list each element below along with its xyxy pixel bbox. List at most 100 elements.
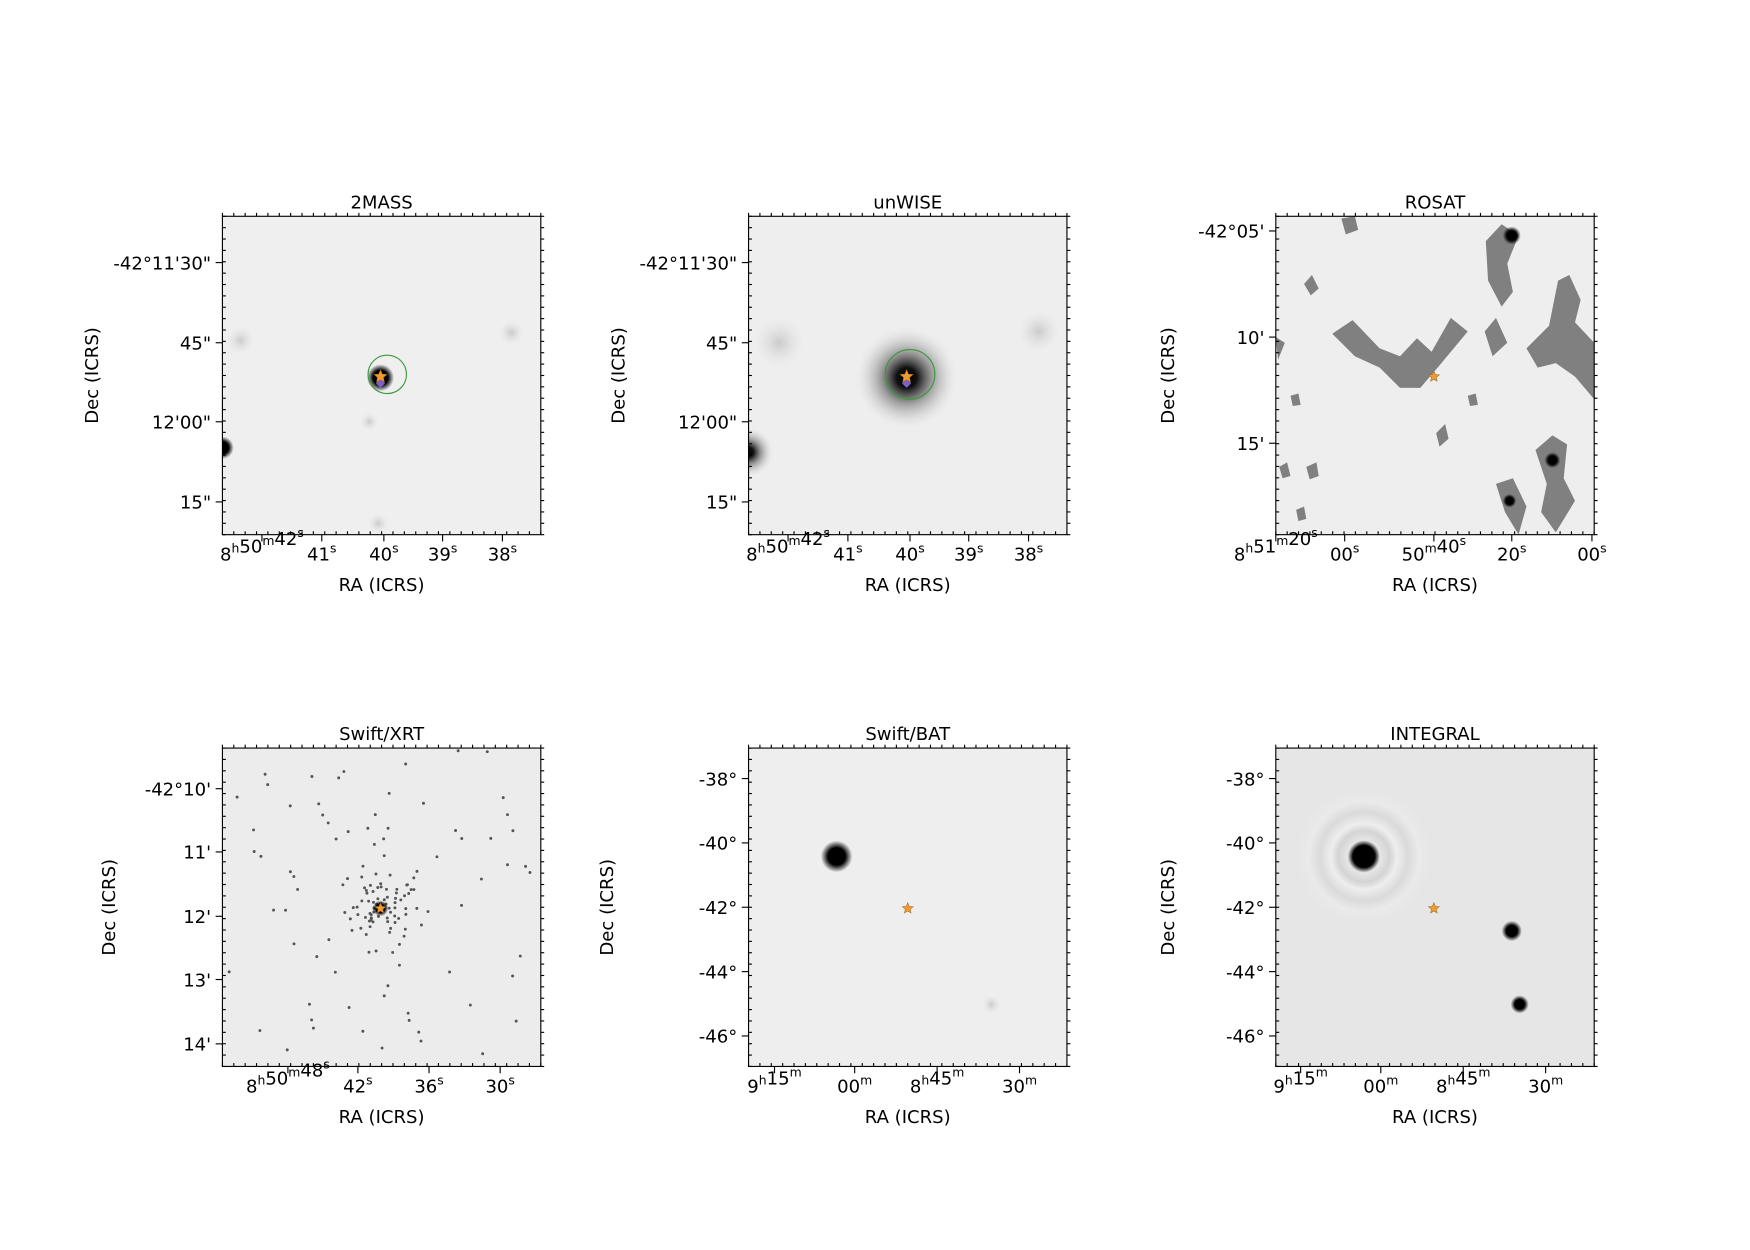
photon [415, 869, 419, 873]
photon [382, 837, 386, 841]
photon [404, 912, 408, 916]
photon [359, 926, 363, 930]
photon [406, 1011, 410, 1015]
faint-source [226, 326, 255, 355]
photon [426, 910, 430, 914]
source-marker [1427, 901, 1441, 914]
x-tick-label: 8h50m42s [220, 525, 304, 566]
photon [317, 802, 321, 806]
photon [397, 916, 401, 920]
photon [409, 888, 413, 891]
source-marker [374, 901, 387, 914]
x-tick-label: 39s [428, 541, 457, 566]
y-axis-label: Dec (ICRS) [597, 859, 618, 956]
photon [347, 1006, 351, 1009]
photon [518, 954, 522, 958]
image [748, 216, 1067, 535]
photon [379, 882, 383, 886]
image [1275, 216, 1595, 535]
photon [386, 984, 390, 988]
photon [369, 918, 373, 922]
photon [456, 749, 460, 753]
photon [403, 927, 407, 931]
y-tick-label: -42° [1226, 898, 1265, 919]
photon [227, 970, 231, 974]
x-tick-label: 40s [369, 541, 398, 566]
x-axis-label: RA (ICRS) [339, 1107, 425, 1128]
panel-title: unWISE [873, 192, 942, 213]
photon [368, 883, 372, 887]
photon [365, 891, 369, 895]
image [222, 216, 541, 535]
y-tick-label: 12'00" [152, 413, 211, 434]
photon [363, 886, 367, 890]
x-tick-label: 00s [1330, 541, 1359, 566]
photon [394, 896, 397, 900]
photon [334, 837, 338, 841]
photon [387, 906, 391, 910]
y-tick-label: -44° [1226, 962, 1265, 983]
photon [569, 890, 572, 893]
x-tick-label: 42s [343, 1073, 372, 1098]
photon [389, 910, 392, 914]
photon [501, 796, 505, 800]
emission-region [1275, 337, 1285, 360]
y-tick-label: -42°11'30" [113, 253, 211, 274]
y-tick-label: -42°11'30" [640, 253, 738, 274]
panel-title: 2MASS [350, 192, 412, 213]
photon [506, 863, 509, 867]
x-tick-label: 9h15m [1273, 1065, 1327, 1098]
photon [288, 870, 292, 874]
photon [404, 907, 408, 911]
photon [235, 795, 239, 799]
photon [321, 813, 325, 817]
source [1290, 783, 1438, 930]
photon [435, 855, 439, 859]
x-tick-label: 9h15m [747, 1065, 801, 1098]
photon [292, 875, 296, 879]
y-tick-label: 15' [1237, 434, 1265, 455]
photon [402, 934, 406, 938]
photon [310, 775, 314, 778]
photon [448, 970, 452, 974]
photon [351, 906, 355, 910]
photon [562, 899, 565, 902]
photon [371, 889, 375, 893]
photon [382, 854, 386, 858]
photon [376, 886, 380, 889]
source [1510, 995, 1529, 1014]
faint-source [754, 317, 804, 368]
photon [403, 894, 406, 898]
x-tick-label: 00m [837, 1073, 872, 1098]
photon [489, 836, 493, 840]
photon [266, 783, 270, 787]
faint-source [368, 513, 389, 534]
photon [310, 1018, 314, 1022]
y-tick-label: -42°10' [145, 779, 211, 800]
y-tick-label: 15" [180, 493, 211, 514]
source [1501, 920, 1522, 942]
x-tick-label: 8h45m [1436, 1065, 1490, 1098]
photon [292, 942, 296, 946]
photon [550, 930, 553, 933]
source [1502, 226, 1521, 245]
emission-region [1484, 317, 1508, 357]
photon [397, 942, 401, 946]
photon [506, 813, 509, 817]
image [748, 748, 1067, 1067]
photon [397, 1083, 400, 1086]
photon [252, 850, 256, 853]
photon [360, 899, 364, 903]
x-axis-label: RA (ICRS) [1392, 575, 1478, 596]
photon [524, 864, 528, 868]
emission-region [1467, 393, 1478, 406]
source [222, 436, 234, 460]
error-circle [367, 354, 408, 395]
x-axis-label: RA (ICRS) [1392, 1107, 1478, 1128]
image [1275, 748, 1595, 1067]
photon [419, 1039, 423, 1043]
emission-region [1306, 462, 1319, 480]
photon [374, 949, 378, 953]
photon [376, 897, 380, 901]
